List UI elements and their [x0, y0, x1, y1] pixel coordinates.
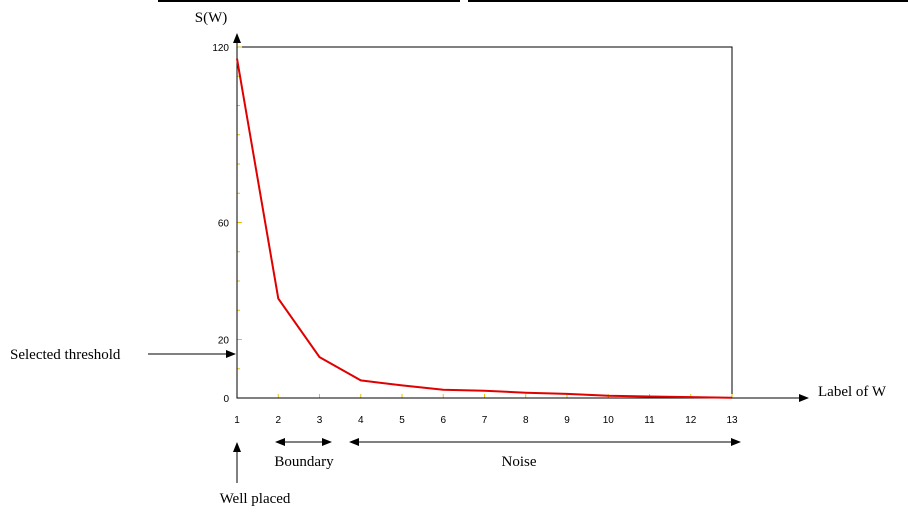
noise-label: Noise [502, 454, 537, 470]
top-border-right [468, 0, 908, 2]
y-axis-label: S(W) [195, 10, 228, 26]
x-tick-label: 9 [564, 415, 570, 426]
x-tick-label: 11 [644, 415, 655, 426]
x-tick-label: 4 [358, 415, 364, 426]
x-tick-label: 7 [482, 415, 488, 426]
well-placed-label: Well placed [220, 491, 291, 507]
x-tick-label: 5 [399, 415, 405, 426]
x-tick-label: 10 [603, 415, 615, 426]
x-tick-label: 3 [317, 415, 323, 426]
x-ticks: 1 2 3 4 5 6 7 8 9 10 11 12 13 [234, 394, 738, 426]
threshold-label: Selected threshold [10, 347, 121, 363]
series-line [236, 58, 733, 399]
boundary-label: Boundary [274, 454, 334, 470]
x-tick-label: 12 [685, 415, 697, 426]
y-tick-label: 120 [212, 43, 229, 54]
y-ticks: 0 20 60 120 [212, 43, 242, 405]
x-axis-label: Label of W [818, 384, 887, 400]
y-tick-label: 0 [223, 394, 229, 405]
x-tick-label: 8 [523, 415, 529, 426]
x-tick-label: 13 [726, 415, 738, 426]
y-tick-label: 20 [218, 336, 230, 347]
x-tick-label: 6 [440, 415, 446, 426]
y-tick-label: 60 [218, 219, 230, 230]
x-tick-label: 1 [234, 415, 240, 426]
top-border-left [158, 0, 460, 2]
x-tick-label: 2 [275, 415, 281, 426]
